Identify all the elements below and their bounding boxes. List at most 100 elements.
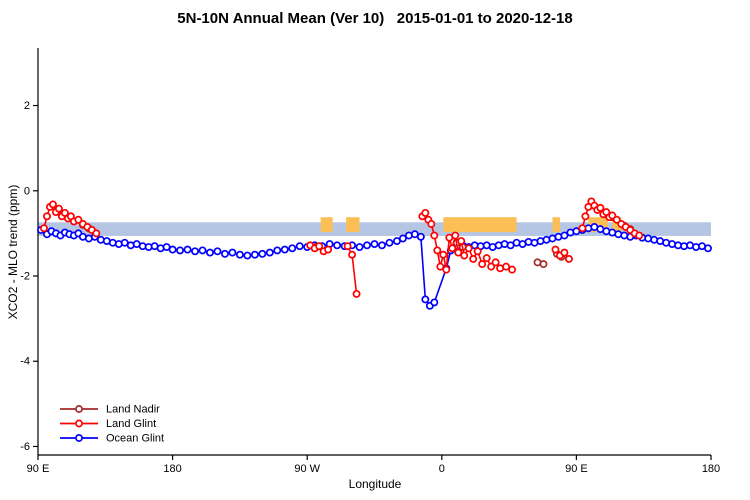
- x-tick-label: 90 E: [565, 463, 588, 475]
- data-point: [295, 242, 304, 251]
- data-point: [460, 251, 469, 260]
- y-axis-label: XCO2 - MLO trend (ppm): [6, 184, 20, 320]
- data-point: [560, 248, 569, 257]
- data-point: [49, 200, 57, 209]
- data-point: [491, 258, 500, 267]
- x-tick-label: 0: [439, 463, 445, 475]
- data-point: [564, 255, 573, 263]
- x-tick-label: 180: [702, 463, 720, 475]
- data-point: [478, 260, 487, 269]
- data-point: [469, 255, 478, 263]
- orange-reference-band: [346, 217, 360, 233]
- data-point: [265, 248, 274, 257]
- x-tick-label: 90 E: [27, 463, 50, 475]
- data-point: [551, 245, 560, 254]
- orange-reference-band: [612, 217, 622, 233]
- data-point: [451, 231, 460, 240]
- chart-title: 5N-10N Annual Mean (Ver 10) 2015-01-01 t…: [177, 10, 573, 27]
- data-point: [430, 231, 439, 240]
- data-point: [385, 238, 394, 247]
- orange-reference-band: [552, 217, 560, 233]
- y-tick-label: -6: [20, 441, 30, 453]
- data-point: [457, 237, 466, 246]
- data-point: [213, 247, 222, 256]
- data-point: [430, 298, 439, 307]
- data-point: [243, 251, 252, 260]
- blue-reference-band: [38, 222, 711, 236]
- data-point: [578, 224, 587, 233]
- data-point: [596, 203, 605, 212]
- data-point: [324, 245, 333, 254]
- legend-label: Land Nadir: [106, 404, 160, 416]
- data-point: [398, 234, 407, 243]
- data-point: [370, 240, 379, 248]
- data-point: [168, 245, 177, 254]
- data-point: [198, 246, 207, 255]
- data-point: [333, 241, 342, 250]
- data-point: [74, 215, 83, 224]
- data-point: [436, 262, 445, 271]
- data-point: [250, 250, 259, 259]
- data-point: [560, 231, 569, 240]
- data-point: [315, 242, 324, 251]
- data-point: [191, 247, 199, 256]
- legend-marker: [75, 405, 83, 413]
- data-point: [427, 220, 436, 228]
- data-point: [539, 260, 548, 269]
- y-tick-label: 2: [24, 100, 30, 112]
- data-point: [183, 245, 192, 254]
- data-point: [343, 242, 352, 251]
- data-point: [433, 246, 442, 255]
- data-point: [220, 249, 229, 258]
- data-point: [473, 247, 482, 256]
- data-point: [92, 229, 101, 238]
- data-point: [54, 204, 63, 213]
- data-point: [363, 241, 371, 250]
- y-tick-label: 0: [24, 185, 30, 197]
- legend-item-land-glint: Land Glint: [60, 418, 156, 430]
- data-point: [464, 244, 473, 253]
- data-point: [355, 243, 364, 251]
- data-point: [258, 249, 267, 258]
- data-point: [612, 215, 621, 224]
- y-tick-label: -2: [20, 271, 30, 283]
- legend: Land Nadir Land Glint Ocean Glint: [60, 404, 164, 445]
- data-point: [352, 289, 361, 298]
- data-point: [704, 244, 712, 253]
- data-point: [421, 208, 430, 217]
- axes: 90 E 180 90 W 0 90 E 180 2 0 -2 -4 -6: [20, 48, 720, 475]
- data-point: [280, 245, 289, 254]
- data-point: [608, 211, 617, 220]
- legend-item-land-nadir: Land Nadir: [60, 404, 160, 416]
- data-point: [635, 231, 644, 240]
- legend-label: Land Glint: [106, 418, 156, 430]
- data-point: [176, 246, 185, 255]
- data-point: [442, 265, 451, 274]
- x-tick-label: 180: [163, 463, 181, 475]
- data-point: [487, 262, 496, 271]
- data-point: [273, 246, 282, 255]
- data-point: [416, 232, 425, 241]
- data-point: [348, 250, 357, 259]
- data-point: [43, 212, 51, 221]
- legend-marker: [75, 434, 83, 442]
- orange-reference-band: [320, 217, 333, 233]
- legend-item-ocean-glint: Ocean Glint: [60, 433, 164, 445]
- orange-reference-band: [443, 217, 517, 233]
- data-point: [206, 248, 214, 257]
- y-tick-label: -4: [20, 356, 30, 368]
- data-point: [454, 248, 463, 257]
- data-point: [288, 244, 297, 253]
- series-ocean-glint: [37, 223, 712, 310]
- data-point: [508, 265, 517, 274]
- x-tick-label: 90 W: [294, 463, 320, 475]
- data-point: [235, 250, 244, 259]
- data-point: [421, 295, 430, 304]
- data-point: [448, 244, 457, 253]
- data-point: [228, 248, 237, 257]
- legend-marker: [75, 419, 83, 428]
- data-point: [40, 224, 48, 233]
- data-point: [482, 254, 491, 263]
